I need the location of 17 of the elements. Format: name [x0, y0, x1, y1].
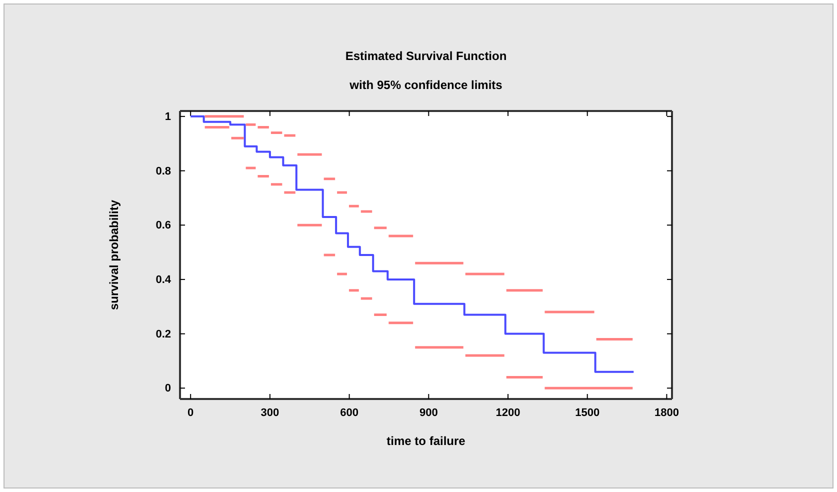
x-tick-label: 1200	[496, 406, 520, 419]
chart-title: Estimated Survival Function	[345, 49, 507, 63]
y-axis-title: survival probability	[107, 200, 121, 310]
y-tick-label: 0.2	[156, 328, 171, 340]
y-tick-label: 0.8	[156, 165, 171, 178]
x-tick-label: 0	[188, 406, 194, 419]
y-tick-label: 0.6	[156, 220, 171, 232]
x-tick-label: 600	[340, 406, 358, 419]
x-tick-label: 900	[419, 406, 438, 419]
y-tick-label: 0	[164, 382, 171, 395]
x-tick-label: 1500	[575, 406, 600, 419]
chart-subtitle: with 95% confidence limits	[348, 78, 503, 92]
x-tick-label: 1800	[654, 406, 679, 419]
x-tick-label: 300	[260, 406, 280, 419]
y-tick-label: 1	[164, 110, 171, 123]
x-axis-title: time to failure	[386, 434, 466, 448]
y-tick-label: 0.4	[156, 274, 172, 286]
